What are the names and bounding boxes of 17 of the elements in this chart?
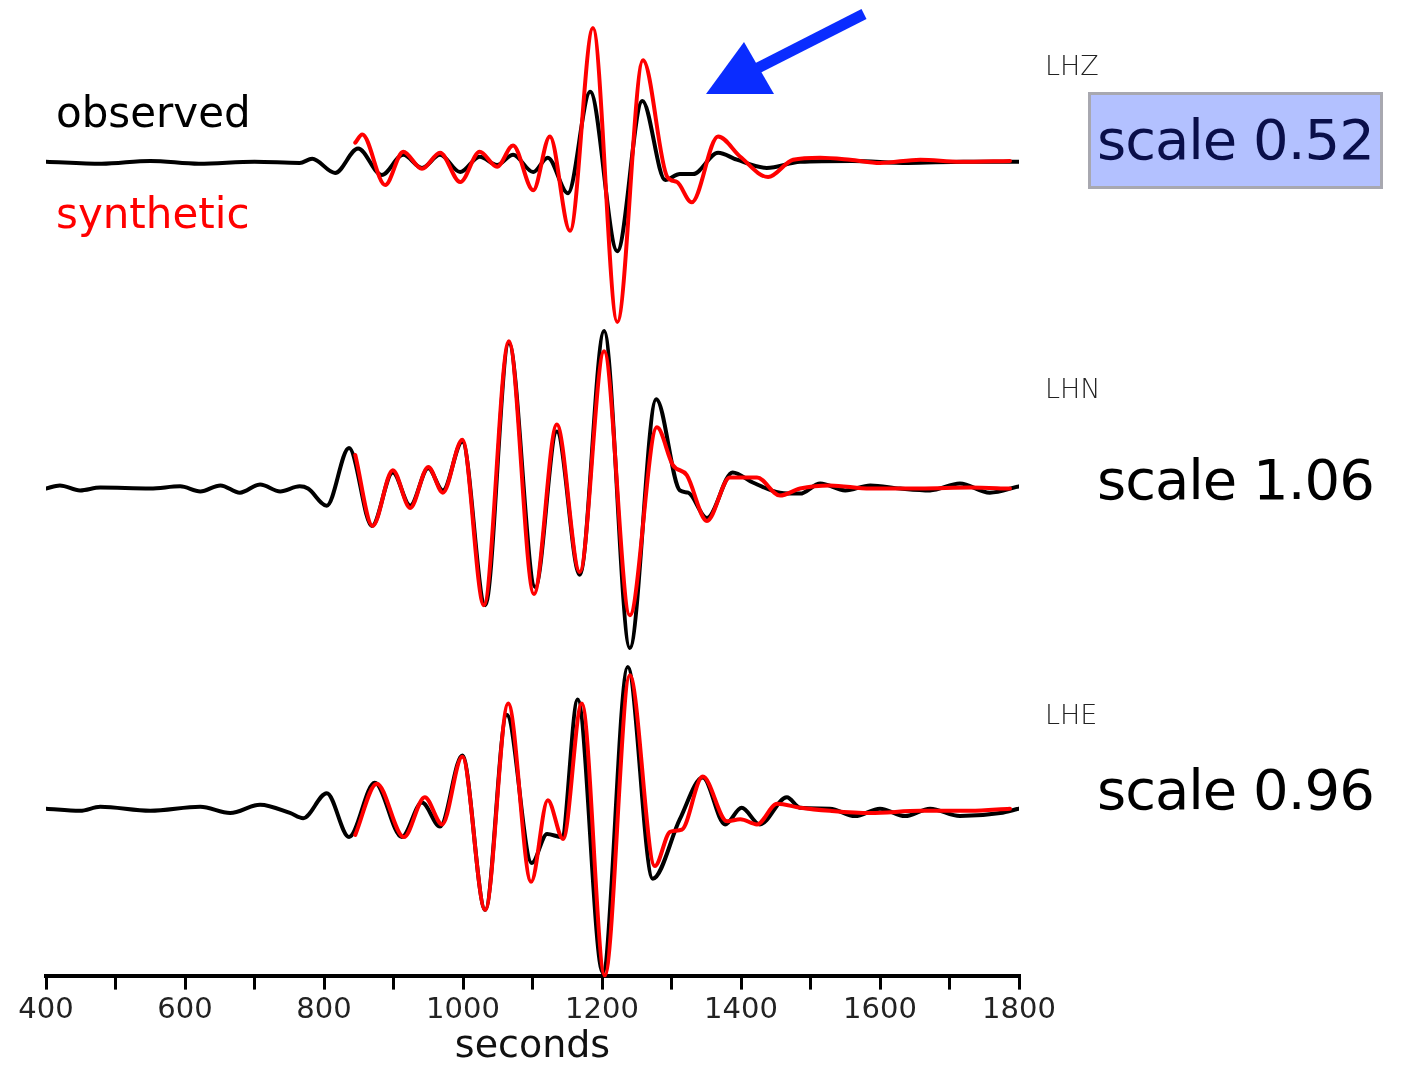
- x-tick-label: 1400: [704, 990, 778, 1025]
- text: scale 0.52: [1088, 92, 1383, 189]
- text: scale 1.06: [1097, 447, 1374, 512]
- x-tick-label: 1800: [982, 990, 1056, 1025]
- series-label: observed: [56, 87, 251, 137]
- text: synthetic: [56, 188, 250, 238]
- x-tick-label: 1600: [843, 990, 917, 1025]
- x-tick-label: 400: [18, 990, 74, 1025]
- text: scale 0.96: [1097, 757, 1374, 822]
- x-axis-title: seconds: [454, 1022, 611, 1067]
- x-tick-label: 600: [157, 990, 213, 1025]
- text: LHE: [1045, 699, 1098, 730]
- x-tick-label: 1000: [426, 990, 500, 1025]
- x-tick-label: 1200: [565, 990, 639, 1025]
- text: LHN: [1045, 373, 1101, 404]
- x-tick-label: 800: [296, 990, 352, 1025]
- text: LHZ: [1045, 50, 1099, 81]
